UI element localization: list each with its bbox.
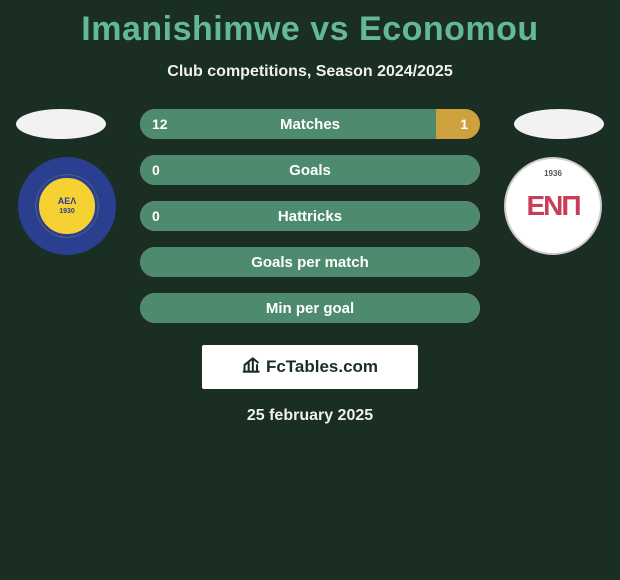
chart-icon [242, 355, 262, 380]
team-left-badge-text-top: ΑΕΛ [58, 197, 77, 206]
team-right-badge-text: ENΠ [526, 190, 579, 222]
stat-bar-label: Matches [140, 116, 480, 133]
team-right-badge-year: 1936 [506, 169, 600, 178]
team-left-badge: ΑΕΛ 1930 [18, 157, 116, 255]
stat-bar: Goals per match [140, 247, 480, 277]
stat-bar: 0Goals [140, 155, 480, 185]
stat-bar: 0Hattricks [140, 201, 480, 231]
footer-brand-text: FcTables.com [266, 357, 378, 377]
comparison-content: ΑΕΛ 1930 1936 ENΠ 121Matches 0Goals 0Hattr… [0, 109, 620, 323]
team-right-badge: 1936 ENΠ [504, 157, 602, 255]
page-subtitle: Club competitions, Season 2024/2025 [0, 63, 620, 81]
footer-date: 25 february 2025 [0, 407, 620, 425]
stat-bar-label: Hattricks [140, 208, 480, 225]
page-title: Imanishimwe vs Economou [0, 0, 620, 49]
footer-brand-box: FcTables.com [202, 345, 418, 389]
stat-bar-label: Goals [140, 162, 480, 179]
stat-bar: Min per goal [140, 293, 480, 323]
stat-bar-label: Goals per match [140, 254, 480, 271]
stat-bar-label: Min per goal [140, 300, 480, 317]
stat-bars: 121Matches 0Goals 0Hattricks Goals per matc… [140, 109, 480, 323]
stat-bar: 121Matches [140, 109, 480, 139]
team-left-badge-inner: ΑΕΛ 1930 [36, 175, 97, 236]
team-left-badge-text-bottom: 1930 [59, 208, 75, 215]
left-country-oval [16, 109, 106, 139]
right-country-oval [514, 109, 604, 139]
